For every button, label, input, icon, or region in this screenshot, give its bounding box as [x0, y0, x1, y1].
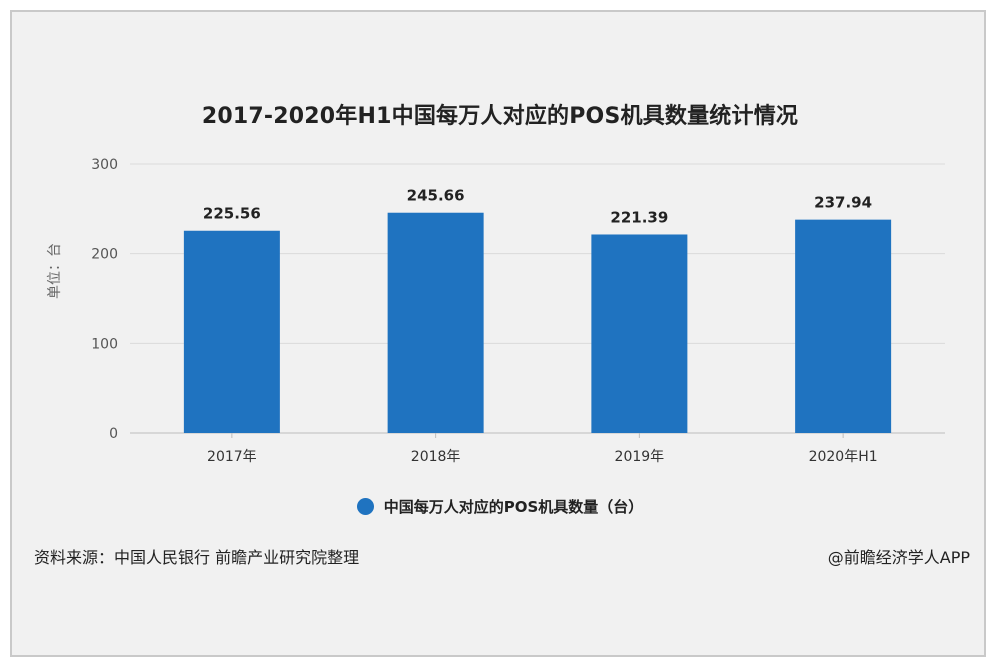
- data-label: 245.66: [407, 187, 465, 205]
- legend-label: 中国每万人对应的POS机具数量（台）: [383, 498, 644, 516]
- bar: [183, 230, 280, 433]
- source-note: 资料来源：中国人民银行 前瞻产业研究院整理: [34, 548, 360, 567]
- chart-title: 2017-2020年H1中国每万人对应的POS机具数量统计情况: [201, 104, 799, 129]
- x-tick-label: 2019年: [615, 449, 665, 465]
- x-tick-label: 2018年: [411, 449, 461, 465]
- y-axis-ticks: 0 100 200 300: [91, 157, 118, 442]
- bar: [387, 212, 484, 433]
- legend: 中国每万人对应的POS机具数量（台）: [0, 496, 1000, 517]
- bar: [795, 219, 892, 433]
- x-tick-label: 2017年: [207, 449, 257, 465]
- data-labels: 225.56 245.66 221.39 237.94: [203, 187, 872, 227]
- y-axis-label: 单位：台: [47, 243, 63, 299]
- bars: [183, 212, 892, 433]
- legend-swatch: [356, 498, 374, 515]
- y-tick-label: 0: [109, 426, 118, 442]
- y-tick-label: 300: [91, 157, 118, 173]
- y-tick-label: 200: [91, 247, 118, 263]
- y-tick-label: 100: [91, 336, 118, 352]
- data-label: 225.56: [203, 205, 261, 223]
- watermark-text: @前瞻经济学人APP: [827, 548, 970, 567]
- x-tick-label: 2020年H1: [809, 449, 878, 465]
- data-label: 221.39: [610, 208, 668, 226]
- bar: [591, 234, 688, 433]
- x-axis-ticks: 2017年 2018年 2019年 2020年H1: [207, 433, 878, 465]
- data-label: 237.94: [814, 194, 872, 212]
